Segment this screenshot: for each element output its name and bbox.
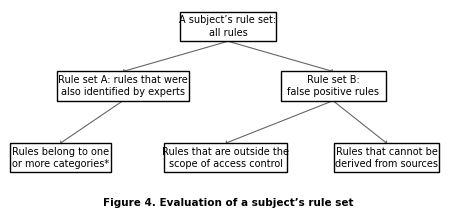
Text: Rules that cannot be
derived from sources: Rules that cannot be derived from source… xyxy=(334,146,437,169)
FancyBboxPatch shape xyxy=(57,71,188,101)
FancyBboxPatch shape xyxy=(280,71,384,101)
Text: Rule set A: rules that were
also identified by experts: Rule set A: rules that were also identif… xyxy=(58,75,187,97)
Text: Rule set B:
false positive rules: Rule set B: false positive rules xyxy=(286,75,378,97)
FancyBboxPatch shape xyxy=(164,143,287,172)
FancyBboxPatch shape xyxy=(180,12,275,41)
FancyBboxPatch shape xyxy=(334,143,438,172)
Text: Rules belong to one
or more categories*: Rules belong to one or more categories* xyxy=(12,146,109,169)
Text: Rules that are outside the
scope of access control: Rules that are outside the scope of acce… xyxy=(162,146,288,169)
Text: Figure 4. Evaluation of a subject’s rule set: Figure 4. Evaluation of a subject’s rule… xyxy=(102,198,353,208)
FancyBboxPatch shape xyxy=(10,143,111,172)
Text: A subject’s rule set:
all rules: A subject’s rule set: all rules xyxy=(179,15,276,38)
